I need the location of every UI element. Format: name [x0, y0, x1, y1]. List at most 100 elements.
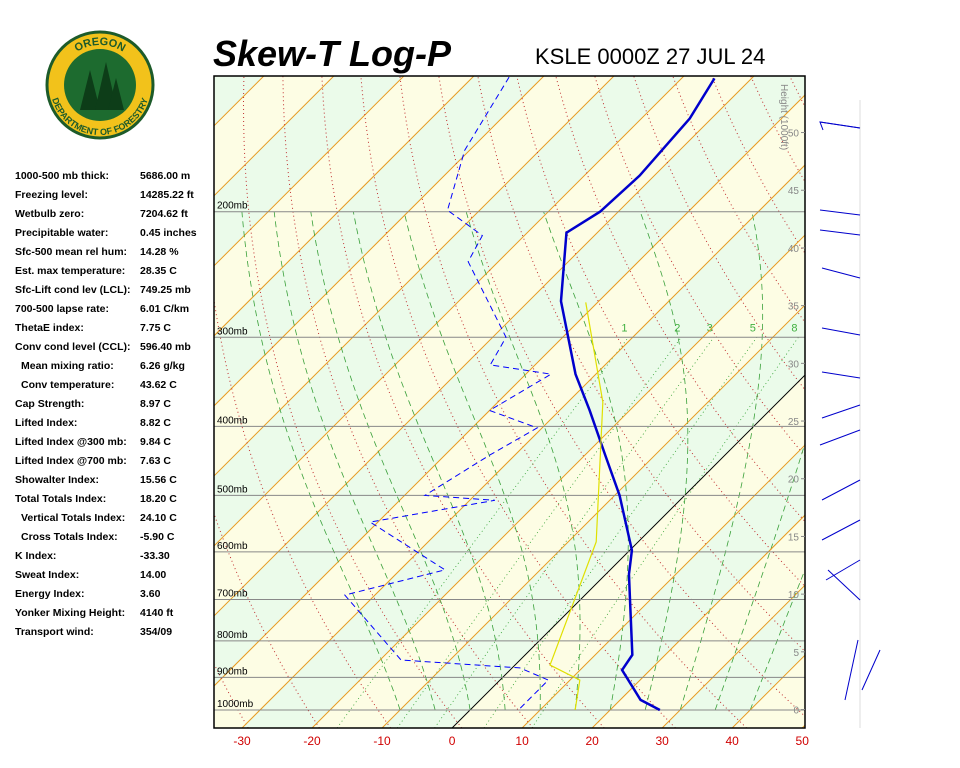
wind-barbs	[819, 100, 881, 728]
moist-adiabat	[543, 211, 629, 711]
mixing-ratio-label: 3	[707, 322, 713, 334]
index-value: 28.35 C	[140, 265, 177, 277]
index-value: 43.62 C	[140, 379, 177, 391]
x-tick-label: -10	[373, 734, 391, 748]
isotherm	[214, 76, 405, 267]
logo-top: OREGON	[73, 36, 128, 55]
index-value: -33.30	[140, 550, 170, 562]
mixing-ratio-label: 5	[750, 322, 756, 334]
index-label: Conv cond level (CCL):	[15, 341, 131, 353]
chart-title: Skew-T Log-P	[213, 33, 452, 74]
y2-tick-label: 15	[788, 532, 800, 543]
barb	[819, 429, 861, 446]
dry-adiabat	[243, 76, 463, 728]
dry-adiabat	[907, 76, 960, 728]
y-tick-label: 800mb	[217, 630, 248, 641]
mixing-ratio-line	[434, 337, 715, 728]
isotherm	[311, 234, 805, 728]
barb	[861, 649, 881, 691]
index-value: 4140 ft	[140, 607, 174, 619]
chart-subtitle: KSLE 0000Z 27 JUL 24	[535, 44, 765, 69]
index-value: 14.28 %	[140, 246, 179, 258]
barb	[821, 327, 861, 336]
index-label: Lifted Index @700 mb:	[15, 455, 127, 467]
index-label: Vertical Totals Index:	[21, 512, 125, 524]
logo-text: OREGON	[73, 36, 128, 55]
index-label: 700-500 lapse rate:	[15, 303, 109, 315]
index-label: Total Totals Index:	[15, 493, 106, 505]
dry-adiabat	[868, 76, 960, 728]
isotherm	[451, 374, 805, 728]
y-tick-label: 300mb	[217, 326, 248, 337]
index-value: 14.00	[140, 569, 166, 581]
y2-tick-label: 20	[788, 475, 800, 486]
y2-tick-label: 10	[788, 590, 800, 601]
index-label: Cross Totals Index:	[21, 531, 118, 543]
y-tick-label: 200mb	[217, 201, 248, 212]
index-label: Sweat Index:	[15, 569, 79, 581]
profile-line	[549, 302, 604, 711]
index-value: 14285.22 ft	[140, 189, 194, 201]
index-value: 7.63 C	[140, 455, 171, 467]
index-label: Yonker Mixing Height:	[15, 607, 125, 619]
index-value: 7.75 C	[140, 322, 171, 334]
isotherm	[214, 76, 615, 477]
index-value: 7204.62 ft	[140, 208, 188, 220]
mixing-ratio-line	[531, 337, 799, 728]
dry-adiabat	[829, 76, 960, 728]
overlay: 1000mb 900mb 800mb 700mb 600mb 500mb 400mb 300m…	[217, 84, 805, 717]
y2-tick-label: 0	[793, 706, 799, 717]
index-value: 6.01 C/km	[140, 303, 189, 315]
index-value: 0.45 inches	[140, 227, 197, 239]
barb	[821, 404, 861, 419]
index-label: Showalter Index:	[15, 474, 99, 486]
isotherm	[214, 76, 335, 197]
logo-tree	[108, 78, 124, 110]
isotherm	[214, 76, 475, 337]
isotherm	[661, 584, 805, 728]
isotherm	[591, 514, 805, 728]
logo-center	[64, 49, 136, 121]
index-label: Sfc-500 mean rel hum:	[15, 246, 127, 258]
index-label: 1000-500 mb thick:	[15, 170, 109, 182]
isotherm	[214, 76, 685, 547]
index-value: 8.82 C	[140, 417, 171, 429]
y-tick-label: 900mb	[217, 666, 248, 677]
index-value: 3.60	[140, 588, 161, 600]
index-value: 18.20 C	[140, 493, 177, 505]
index-label: Lifted Index:	[15, 417, 77, 429]
x-tick-label: 0	[449, 734, 456, 748]
y2-tick-label: 50	[788, 129, 800, 140]
barb	[821, 267, 861, 279]
y2-tick-label: 35	[788, 302, 800, 313]
y-tick-label: 600mb	[217, 541, 248, 552]
index-value: 354/09	[140, 626, 172, 638]
logo-tree	[80, 70, 100, 110]
isotherm	[214, 94, 805, 687]
isotherm	[214, 76, 755, 617]
temperature-band	[214, 94, 805, 728]
x-tick-label: 30	[655, 734, 669, 748]
index-label: ThetaE index:	[15, 322, 84, 334]
mixing-ratio-line	[336, 337, 629, 728]
dry-adiabat	[214, 512, 320, 728]
y2-tick-label: 5	[793, 648, 799, 659]
barb	[825, 559, 861, 581]
isotherm	[214, 76, 545, 407]
index-value: 749.25 mb	[140, 284, 191, 296]
index-value: -5.90 C	[140, 531, 175, 543]
index-label: Cap Strength:	[15, 398, 84, 410]
barb	[819, 209, 861, 216]
mixing-ratio-label: 2	[674, 322, 680, 334]
y2-tick-label: 30	[788, 359, 800, 370]
isotherm	[381, 304, 805, 728]
barb	[827, 569, 861, 601]
profile-line	[559, 77, 716, 712]
moist-adiabat	[465, 211, 581, 711]
y2-axis-label: Height (1000ft)	[778, 84, 789, 150]
x-tick-label: 50	[796, 734, 810, 748]
barb	[819, 121, 861, 129]
y2-tick-label: 40	[788, 244, 800, 255]
index-label: Wetbulb zero:	[15, 208, 84, 220]
